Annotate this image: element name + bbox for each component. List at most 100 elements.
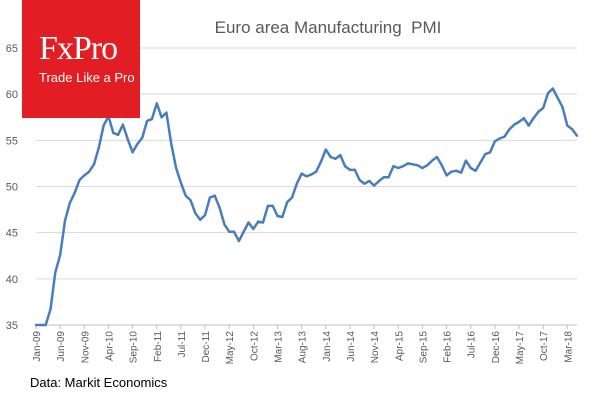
data-point	[228, 230, 231, 233]
y-tick-label: 45	[6, 228, 18, 240]
x-tick-label: Jun-09	[56, 331, 67, 362]
x-tick-label: Feb-11	[153, 331, 164, 362]
y-axis: 35 40 45 50 55 60 65	[6, 43, 18, 332]
x-axis: Jan-09 Jun-09 Nov-09 Apr-10 Sep-10 Feb-11 Jul-…	[32, 324, 577, 365]
x-tick-label: Mar-18	[563, 331, 574, 363]
x-tick-label: Jan-09	[32, 331, 43, 362]
data-point	[358, 178, 361, 182]
data-point	[377, 179, 381, 183]
data-point	[464, 159, 468, 162]
data-point	[575, 134, 579, 137]
data-point	[285, 200, 289, 204]
x-tick-label: Sep-10	[129, 331, 140, 364]
data-point	[329, 155, 332, 159]
data-point	[455, 169, 458, 173]
data-point	[310, 173, 313, 176]
data-point	[541, 106, 545, 110]
data-point	[165, 111, 168, 114]
data-point	[551, 87, 555, 90]
x-tick-label: Nov-14	[370, 331, 381, 364]
data-point	[484, 152, 487, 156]
x-tick-label: May-12	[225, 331, 236, 365]
pmi-series-line	[36, 87, 579, 327]
data-point	[218, 206, 221, 209]
data-point	[305, 175, 308, 178]
data-point	[34, 323, 38, 327]
data-point	[145, 119, 149, 123]
data-point	[49, 308, 52, 311]
data-point	[78, 178, 81, 182]
data-point	[513, 123, 516, 126]
data-point	[194, 212, 197, 215]
data-point	[488, 151, 492, 154]
data-point	[116, 133, 120, 136]
data-point	[440, 164, 443, 167]
data-point	[170, 142, 173, 146]
data-point	[295, 182, 299, 185]
data-point	[372, 184, 376, 187]
data-point	[97, 146, 100, 149]
x-tick-label: Nov-09	[80, 331, 91, 364]
x-tick-label: Feb-16	[443, 331, 454, 363]
data-point	[121, 123, 125, 126]
data-point	[131, 151, 134, 154]
data-point	[537, 110, 540, 113]
data-point	[522, 116, 526, 120]
data-point	[430, 159, 434, 162]
data-point	[459, 171, 463, 174]
data-point	[126, 138, 129, 141]
fxpro-logo[interactable]: FxPro Trade Like a Pro	[22, 0, 140, 118]
logo-tagline: Trade Like a Pro	[39, 70, 135, 85]
data-point	[256, 220, 260, 223]
data-point	[353, 168, 357, 172]
data-point	[566, 124, 569, 127]
data-point	[155, 102, 158, 105]
data-point	[401, 164, 405, 168]
data-point	[508, 128, 511, 131]
data-point	[314, 170, 318, 173]
data-point	[493, 140, 497, 143]
x-tick-label: Dec-11	[201, 331, 212, 363]
data-point	[276, 214, 279, 218]
data-point	[58, 253, 62, 257]
data-point	[290, 196, 294, 199]
x-tick-label: Oct-17	[539, 331, 550, 361]
data-point	[261, 221, 265, 224]
data-point	[68, 201, 72, 205]
data-point	[136, 142, 139, 146]
x-tick-label: May-17	[515, 331, 526, 365]
data-point	[213, 194, 216, 197]
data-point	[87, 170, 91, 173]
data-point	[469, 166, 472, 170]
y-tick-label: 40	[6, 274, 18, 286]
data-point	[411, 163, 414, 166]
y-tick-label: 65	[6, 43, 18, 55]
data-point	[416, 164, 419, 167]
data-point	[141, 136, 144, 139]
data-point	[39, 323, 43, 327]
x-tick-label: Apr-10	[104, 331, 115, 361]
data-point	[189, 199, 192, 202]
data-point	[300, 172, 303, 175]
x-tick-label: Mar-13	[274, 331, 285, 363]
data-point	[150, 117, 154, 121]
x-tick-label: Sep-15	[418, 331, 429, 364]
chart-title: Euro area Manufacturing PMI	[215, 18, 442, 37]
data-point	[339, 153, 342, 157]
data-point	[237, 239, 241, 243]
y-tick-label: 35	[6, 320, 18, 332]
data-point	[561, 105, 564, 109]
data-point	[363, 182, 366, 185]
data-point	[498, 137, 501, 140]
x-tick-label: Jul-11	[177, 331, 188, 358]
x-tick-label: Dec-16	[491, 331, 502, 364]
data-point	[334, 157, 337, 160]
x-tick-label: Oct-12	[249, 331, 260, 361]
data-point	[44, 323, 47, 327]
data-point	[247, 221, 250, 224]
data-point	[199, 218, 202, 221]
data-point	[73, 191, 76, 195]
data-point	[160, 116, 163, 119]
data-point	[54, 271, 57, 274]
